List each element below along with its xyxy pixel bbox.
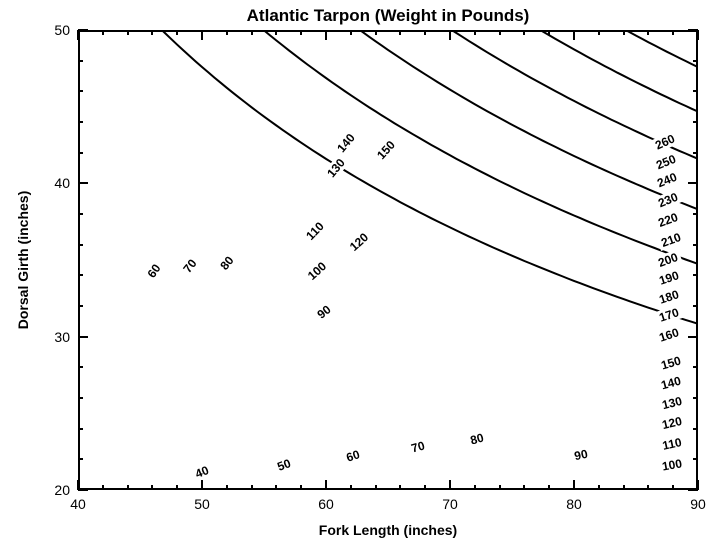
contour-100: [78, 0, 698, 25]
contour-lines: [0, 0, 728, 549]
contour-70: [78, 0, 698, 159]
contour-60: [78, 0, 698, 209]
contour-80: [78, 0, 698, 112]
contour-90: [78, 0, 698, 67]
contour-40: [78, 0, 698, 324]
